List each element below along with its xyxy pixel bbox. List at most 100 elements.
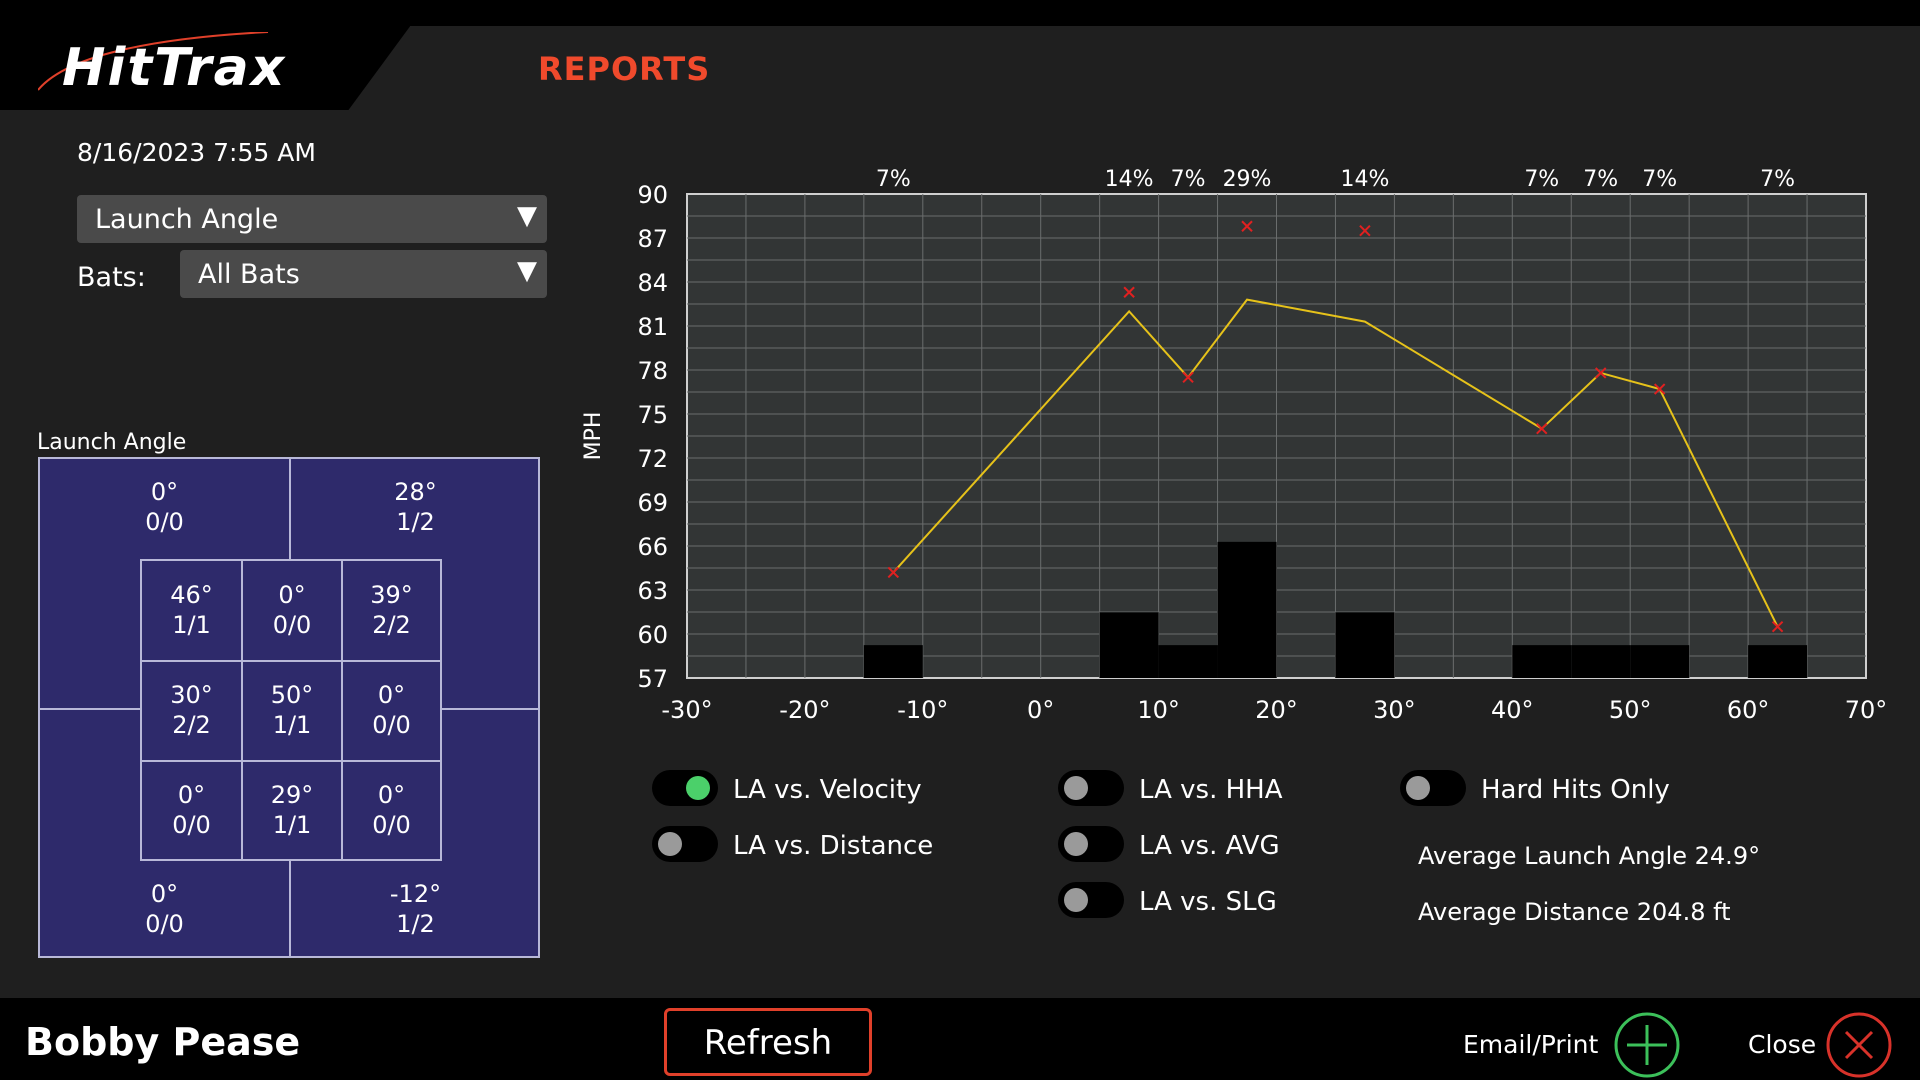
- toggle-la-avg-label: LA vs. AVG: [1139, 831, 1280, 861]
- toggle-la-hha-label: LA vs. HHA: [1139, 775, 1283, 805]
- zone-cell-outer-bottom-left[interactable]: 0° 0/0: [40, 879, 289, 939]
- histogram-pct-label: 7%: [1583, 167, 1618, 192]
- data-point-marker: [1123, 286, 1135, 298]
- y-tick-label: 57: [637, 665, 668, 693]
- zone-angle: 0°: [377, 781, 406, 809]
- histogram-bar: [1630, 645, 1690, 678]
- dropdown-caret-icon: ▼: [517, 256, 537, 286]
- metric-select[interactable]: Launch Angle ▼: [77, 195, 547, 243]
- toggle-knob: [1406, 776, 1430, 800]
- bats-label: Bats:: [77, 262, 146, 293]
- x-tick-label: 20°: [1255, 696, 1298, 724]
- zone-angle: 30°: [170, 681, 213, 709]
- zone-cell-outer-bottom-right[interactable]: -12° 1/2: [291, 879, 540, 939]
- footer-bar: [0, 998, 1920, 1080]
- zone-ratio: 0/0: [272, 611, 312, 639]
- data-point-marker: [1241, 220, 1253, 232]
- histogram-bar: [1748, 645, 1808, 678]
- zone-angle: 29°: [270, 781, 314, 809]
- email-print-label[interactable]: Email/Print: [1463, 1030, 1599, 1059]
- zone-cell-inner[interactable]: 29° 1/1: [243, 780, 341, 840]
- y-tick-label: 60: [637, 621, 668, 649]
- histogram-pct-label: 7%: [876, 167, 911, 192]
- zone-cell-inner[interactable]: 0° 0/0: [243, 580, 341, 640]
- zone-angle: 50°: [270, 681, 314, 709]
- zone-angle: 0°: [150, 478, 179, 506]
- close-circle-icon[interactable]: [1824, 1010, 1894, 1080]
- avg-launch-angle: Average Launch Angle 24.9°: [1418, 842, 1761, 870]
- toggle-knob: [1064, 888, 1088, 912]
- histogram-pct-label: 14%: [1340, 167, 1389, 192]
- zone-cell-outer-top-right[interactable]: 28° 1/2: [291, 477, 540, 537]
- zone-cell-outer-top-left[interactable]: 0° 0/0: [40, 477, 289, 537]
- zone-cell-inner[interactable]: 0° 0/0: [142, 780, 241, 840]
- toggle-la-velocity[interactable]: [652, 770, 718, 806]
- zone-divider: [440, 708, 540, 710]
- data-point-marker: [887, 566, 900, 579]
- zone-divider: [341, 561, 343, 859]
- zone-divider: [241, 561, 243, 859]
- launch-angle-chart: 7% 14% 7% 29% 14% 7% 7% 7% 7% 90 87 84 81 78 75 72 69 66 6…: [581, 167, 1888, 724]
- x-tick-label: 0°: [1027, 696, 1054, 724]
- toggle-la-hha[interactable]: [1058, 770, 1124, 806]
- zone-cell-inner[interactable]: 30° 2/2: [142, 680, 241, 740]
- plus-circle-icon[interactable]: [1612, 1010, 1682, 1080]
- data-point-marker: [1771, 620, 1784, 633]
- logo-swoosh-icon: [38, 32, 269, 91]
- zone-angle: 0°: [377, 681, 406, 709]
- zone-ratio: 0/0: [372, 811, 411, 839]
- zone-cell-inner[interactable]: 50° 1/1: [243, 680, 341, 740]
- zone-ratio: 1/2: [396, 910, 435, 938]
- zone-cell-inner[interactable]: 0° 0/0: [343, 680, 440, 740]
- zone-angle: -12°: [389, 880, 442, 908]
- histogram-pct-label: 29%: [1223, 167, 1272, 192]
- y-axis-label: MPH: [581, 412, 606, 461]
- zone-divider: [142, 660, 440, 662]
- toggle-hard-hits[interactable]: [1400, 770, 1466, 806]
- zone-ratio: 1/1: [172, 611, 211, 639]
- x-tick-label: -20°: [779, 696, 830, 724]
- x-tick-label: 40°: [1491, 696, 1534, 724]
- histogram-bar: [1335, 612, 1395, 678]
- zone-angle: 39°: [370, 581, 413, 609]
- data-point-marker: [1536, 422, 1548, 435]
- close-label[interactable]: Close: [1748, 1030, 1817, 1059]
- y-tick-label: 90: [637, 181, 668, 209]
- dropdown-caret-icon: ▼: [517, 201, 537, 231]
- toggle-knob: [1064, 832, 1088, 856]
- zone-ratio: 0/0: [172, 811, 211, 839]
- page-title: REPORTS: [538, 50, 711, 88]
- toggle-la-slg[interactable]: [1058, 882, 1124, 918]
- x-tick-label: -30°: [661, 696, 712, 724]
- zone-ratio: 1/1: [272, 711, 312, 739]
- strike-zone-grid: 0° 0/0 28° 1/2 0° 0/0 -12° 1/2 46° 1/1 0°…: [38, 457, 540, 958]
- toggle-la-avg[interactable]: [1058, 826, 1124, 862]
- zone-ratio: 1/2: [396, 508, 435, 536]
- zone-cell-inner[interactable]: 39° 2/2: [343, 580, 440, 640]
- bats-select[interactable]: All Bats ▼: [180, 250, 547, 298]
- histogram-pct-label: 7%: [1760, 167, 1795, 192]
- toggle-la-distance[interactable]: [652, 826, 718, 862]
- y-tick-label: 87: [637, 225, 668, 253]
- y-tick-label: 63: [637, 577, 668, 605]
- zone-ratio: 2/2: [172, 711, 211, 739]
- strike-zone-inner: 46° 1/1 0° 0/0 39° 2/2 30° 2/2 50° 1/1 0° 0/0 …: [140, 559, 442, 861]
- refresh-button[interactable]: Refresh: [664, 1008, 872, 1076]
- toggle-la-slg-label: LA vs. SLG: [1139, 887, 1277, 917]
- zone-cell-inner[interactable]: 0° 0/0: [343, 780, 440, 840]
- histogram-bar: [1571, 645, 1631, 678]
- metric-select-value: Launch Angle: [95, 204, 279, 235]
- histogram-pct-label: 7%: [1642, 167, 1677, 192]
- x-tick-label: 70°: [1845, 696, 1888, 724]
- data-point-marker: [1595, 367, 1607, 379]
- zone-divider: [40, 708, 140, 710]
- refresh-label: Refresh: [703, 1023, 833, 1063]
- histogram-bar: [1512, 645, 1572, 678]
- y-tick-label: 78: [637, 357, 668, 385]
- toggle-knob: [686, 776, 710, 800]
- zone-angle: 0°: [177, 781, 206, 809]
- zone-cell-inner[interactable]: 46° 1/1: [142, 580, 241, 640]
- zone-title: Launch Angle: [37, 430, 187, 455]
- zone-ratio: 0/0: [372, 711, 411, 739]
